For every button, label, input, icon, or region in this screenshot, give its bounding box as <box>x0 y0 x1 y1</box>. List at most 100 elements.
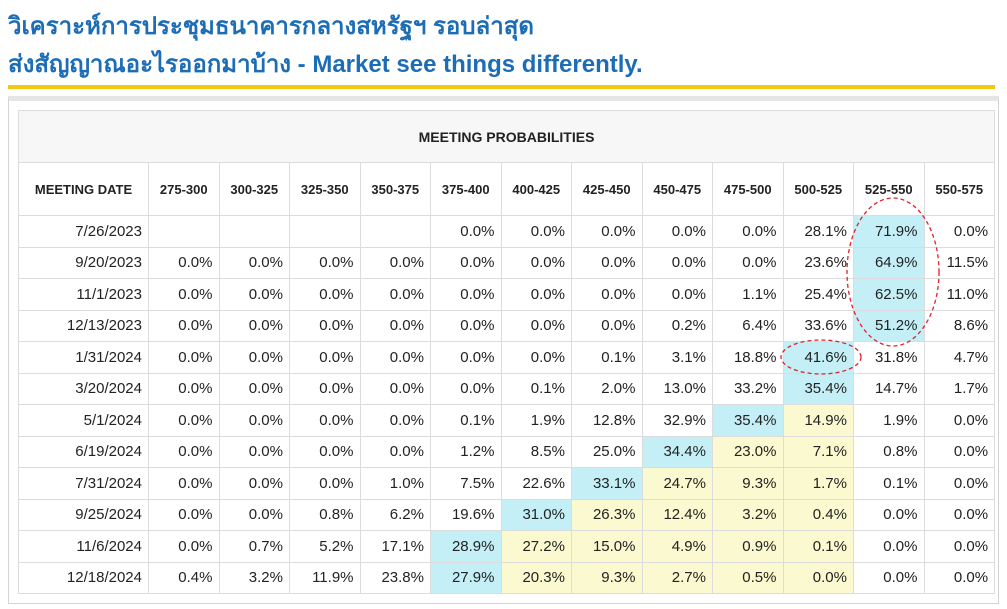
probability-cell: 0.0% <box>923 467 996 500</box>
probability-cell: 0.0% <box>359 435 431 468</box>
probability-cell: 0.0% <box>923 435 996 468</box>
probability-cell: 0.8% <box>289 498 361 531</box>
probability-cell: 0.0% <box>148 278 220 311</box>
probability-cell: 0.0% <box>712 246 784 279</box>
column-header: 450-475 <box>641 162 713 216</box>
probability-cell: 0.0% <box>148 498 220 531</box>
probability-cell: 0.0% <box>500 215 572 248</box>
probability-cell: 1.9% <box>500 404 572 437</box>
probability-cell: 64.9% <box>853 246 925 279</box>
column-header: 525-550 <box>853 162 925 216</box>
table-row: 1/31/2024 0.0% 0.0% 0.0% 0.0% 0.0% 0.0% 0.1% 3.1… <box>18 341 996 374</box>
probability-cell: 0.0% <box>148 530 220 563</box>
probability-cell: 1.7% <box>782 467 854 500</box>
probability-cell: 0.0% <box>923 498 996 531</box>
probability-cell: 0.5% <box>712 561 784 594</box>
probability-cell <box>289 215 361 248</box>
meeting-date: 5/1/2024 <box>18 404 149 437</box>
probability-cell: 5.2% <box>289 530 361 563</box>
probability-cell <box>218 215 290 248</box>
probability-cell: 0.0% <box>359 278 431 311</box>
probability-cell: 35.4% <box>712 404 784 437</box>
probability-cell: 0.0% <box>289 341 361 374</box>
meeting-date: 12/18/2024 <box>18 561 149 594</box>
probability-cell: 31.8% <box>853 341 925 374</box>
probability-cell: 0.0% <box>571 215 643 248</box>
probability-cell: 0.1% <box>853 467 925 500</box>
probability-cell: 0.0% <box>853 498 925 531</box>
probability-cell: 11.9% <box>289 561 361 594</box>
probability-cell: 7.5% <box>430 467 502 500</box>
probability-cell: 0.0% <box>430 246 502 279</box>
probability-cell: 31.0% <box>500 498 572 531</box>
probability-cell: 27.9% <box>430 561 502 594</box>
probability-cell: 0.0% <box>430 215 502 248</box>
table-title: MEETING PROBABILITIES <box>17 110 996 163</box>
meeting-date: 11/6/2024 <box>18 530 149 563</box>
meeting-date: 9/20/2023 <box>18 246 149 279</box>
meeting-date: 1/31/2024 <box>18 341 149 374</box>
probability-cell: 9.3% <box>571 561 643 594</box>
probability-cell: 34.4% <box>641 435 713 468</box>
probability-cell: 0.0% <box>289 372 361 405</box>
probability-cell: 0.0% <box>359 246 431 279</box>
probability-cell: 0.0% <box>712 215 784 248</box>
probability-cell: 8.5% <box>500 435 572 468</box>
probability-cell: 14.7% <box>853 372 925 405</box>
probability-cell: 4.9% <box>641 530 713 563</box>
meeting-date: 9/25/2024 <box>18 498 149 531</box>
probability-cell: 0.1% <box>500 372 572 405</box>
probability-cell: 25.0% <box>571 435 643 468</box>
probability-cell: 26.3% <box>571 498 643 531</box>
column-header: 300-325 <box>218 162 290 216</box>
probability-cell: 0.0% <box>148 246 220 279</box>
probability-cell: 0.0% <box>430 278 502 311</box>
probability-cell: 0.1% <box>571 341 643 374</box>
probability-cell: 23.6% <box>782 246 854 279</box>
title: วิเคราะห์การประชุมธนาคารกลางสหรัฐฯ รอบล่… <box>8 13 534 40</box>
table-row: 12/18/2024 0.4% 3.2% 11.9% 23.8% 27.9% 20.3% 9.… <box>18 561 996 594</box>
probability-cell: 33.2% <box>712 372 784 405</box>
probability-cell: 1.1% <box>712 278 784 311</box>
column-header: 550-575 <box>923 162 996 216</box>
probability-cell: 0.0% <box>500 278 572 311</box>
probability-cell: 0.0% <box>641 246 713 279</box>
column-header: 275-300 <box>148 162 220 216</box>
probability-cell: 0.0% <box>359 341 431 374</box>
probability-cell: 41.6% <box>782 341 854 374</box>
probability-cell: 0.0% <box>571 246 643 279</box>
probability-cell: 7.1% <box>782 435 854 468</box>
probability-cell: 3.2% <box>712 498 784 531</box>
probability-cell: 0.9% <box>712 530 784 563</box>
probability-cell: 0.0% <box>218 341 290 374</box>
probability-cell: 32.9% <box>641 404 713 437</box>
probability-cell: 12.8% <box>571 404 643 437</box>
probability-cell: 0.0% <box>218 467 290 500</box>
probability-cell: 6.4% <box>712 309 784 342</box>
probability-cell: 0.0% <box>289 309 361 342</box>
table-row: 3/20/2024 0.0% 0.0% 0.0% 0.0% 0.0% 0.1% 2.0% 13.… <box>18 372 996 405</box>
probability-cell: 0.0% <box>641 215 713 248</box>
probability-cell: 4.7% <box>923 341 996 374</box>
probability-cell: 27.2% <box>500 530 572 563</box>
meeting-date: 12/13/2023 <box>18 309 149 342</box>
probability-cell: 0.0% <box>148 372 220 405</box>
probability-cell: 0.2% <box>641 309 713 342</box>
probability-cell: 0.0% <box>148 341 220 374</box>
probability-cell: 0.0% <box>359 404 431 437</box>
meeting-date: 7/26/2023 <box>18 215 149 248</box>
probability-cell: 3.2% <box>218 561 290 594</box>
probability-cell: 62.5% <box>853 278 925 311</box>
probability-cell: 0.0% <box>218 372 290 405</box>
probability-cell: 71.9% <box>853 215 925 248</box>
probability-cell: 0.1% <box>782 530 854 563</box>
probability-cell: 0.0% <box>289 246 361 279</box>
probability-cell: 33.1% <box>571 467 643 500</box>
probability-cell: 25.4% <box>782 278 854 311</box>
column-header: 425-450 <box>571 162 643 216</box>
probability-cell: 0.0% <box>500 309 572 342</box>
probability-cell: 6.2% <box>359 498 431 531</box>
column-header: 350-375 <box>359 162 431 216</box>
probability-cell: 0.0% <box>430 372 502 405</box>
header-row: MEETING DATE 275-300 300-325 325-350 350-375… <box>18 162 996 216</box>
